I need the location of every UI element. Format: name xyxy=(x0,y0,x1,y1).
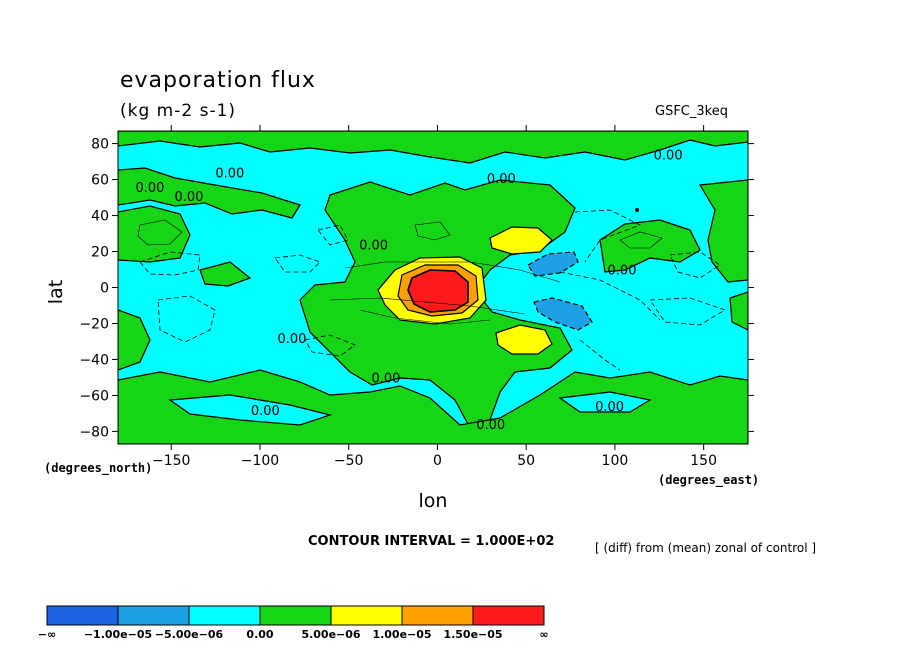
run-name: GSFC_3keq xyxy=(655,104,728,119)
x-axis-label: lon xyxy=(419,490,448,512)
yellow-lobe-north xyxy=(489,226,553,255)
colorbar-label: ∞ xyxy=(539,628,548,641)
contour-label: 0.00 xyxy=(175,190,204,205)
green-band-north xyxy=(118,131,748,164)
y-tick-label: −20 xyxy=(79,316,109,332)
x-tick-label: 150 xyxy=(690,453,717,469)
colorbar-label: 1.00e−05 xyxy=(372,628,431,641)
y-tick-label: −80 xyxy=(79,424,109,440)
contour-label: 0.00 xyxy=(251,404,280,419)
x-tick-label: −100 xyxy=(241,453,279,469)
diff-note: [ (diff) from (mean) zonal of control ] xyxy=(595,541,817,555)
green-band-south xyxy=(118,369,748,444)
colorbar-label: −1.00e−05 xyxy=(84,628,152,641)
colorbar-swatch xyxy=(117,605,190,626)
contour-dot xyxy=(635,208,639,212)
x-tick-label: 100 xyxy=(602,453,629,469)
green-blob-nw-2 xyxy=(118,205,191,263)
yellow-lobe-south xyxy=(495,324,553,355)
cyan-island-south-2 xyxy=(558,391,652,413)
contour-label: 0.00 xyxy=(277,332,306,347)
contour-label: 0.00 xyxy=(595,400,624,415)
x-tick-label: 50 xyxy=(517,453,535,469)
red-maximum xyxy=(407,269,469,313)
contour-label: 0.00 xyxy=(371,371,400,386)
y-tick-label: 40 xyxy=(91,209,109,225)
blue-minimum-north xyxy=(527,251,579,277)
cyan-island-south xyxy=(168,394,333,426)
y-tick-label: 0 xyxy=(100,281,109,297)
colorbar-label: 1.50e−05 xyxy=(443,628,502,641)
contour-label: 0.00 xyxy=(476,418,505,433)
colorbar-swatch xyxy=(259,605,332,626)
x-tick-label: 0 xyxy=(433,453,442,469)
colorbar-label: −∞ xyxy=(38,628,56,641)
contour-label: 0.00 xyxy=(215,166,244,181)
colorbar-label: 0.00 xyxy=(246,628,273,641)
chart-title: evaporation flux xyxy=(120,68,316,93)
y-axis-units: (degrees_north) xyxy=(44,461,152,476)
x-axis-units: (degrees_east) xyxy=(658,473,759,488)
green-blob-sw xyxy=(118,309,151,371)
contour-label: 0.00 xyxy=(608,264,637,279)
contour-label: 0.00 xyxy=(359,238,388,253)
x-tick-label: −150 xyxy=(152,453,190,469)
y-tick-label: 60 xyxy=(91,173,109,189)
green-blob-se xyxy=(729,291,748,331)
colorbar-swatch xyxy=(330,605,403,626)
thin-contours xyxy=(137,219,663,325)
colorbar-swatch xyxy=(188,605,261,626)
colorbar-label: −5.00e−06 xyxy=(155,628,224,641)
chart-units: (kg m-2 s-1) xyxy=(120,101,237,121)
colorbar-swatch xyxy=(472,605,545,626)
blue-minimum-south xyxy=(533,297,593,331)
x-tick-label: −50 xyxy=(334,453,364,469)
y-tick-label: 20 xyxy=(91,245,109,261)
y-axis-label: lat xyxy=(45,280,67,304)
colorbar-swatch xyxy=(401,605,474,626)
colorbar-swatch xyxy=(46,605,119,626)
dashed-contours xyxy=(139,209,726,371)
colorbar-label: 5.00e−06 xyxy=(301,628,360,641)
contour-label: 0.00 xyxy=(654,148,683,163)
green-blob-west xyxy=(199,261,252,287)
y-tick-label: −60 xyxy=(79,388,109,404)
green-blob-ne xyxy=(699,179,748,283)
contour-label: 0.00 xyxy=(487,172,516,187)
contour-interval: CONTOUR INTERVAL = 1.000E+02 xyxy=(308,534,555,549)
contour-label: 0.00 xyxy=(135,181,164,196)
y-tick-label: −40 xyxy=(79,352,109,368)
y-tick-label: 80 xyxy=(91,137,109,153)
green-band-nw xyxy=(118,167,301,219)
green-blob-east-mid xyxy=(599,219,701,273)
